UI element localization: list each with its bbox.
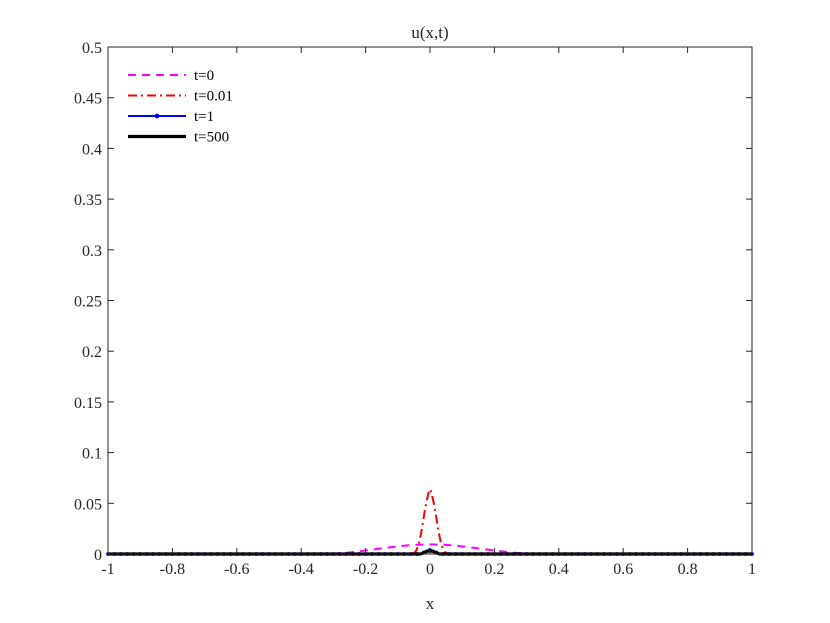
x-tick-label: 0 [426,561,434,578]
y-tick-label: 0.5 [82,40,102,57]
ticks-layer: -1 -0.8 -0.6 -0.4 -0.2 0 0.2 0.4 0.6 0.8 1 0 0.05 0.1… [74,40,756,578]
y-tick-label: 0.1 [82,446,102,463]
chart-title: u(x,t) [411,23,448,42]
y-tick-label: 0.4 [82,141,102,158]
y-tick-label: 0.35 [74,192,102,209]
x-tick-label: -1 [101,561,114,578]
legend-label: t=1 [194,109,214,125]
legend-label: t=500 [194,130,229,146]
x-tick-label: -0.8 [160,561,185,578]
y-tick-label: 0.25 [74,294,102,311]
x-tick-label: 0.8 [678,561,698,578]
y-tick-label: 0.05 [74,496,102,513]
legend: t=0 t=0.01 t=1 t=500 [128,68,233,146]
y-tick-label: 0.3 [82,243,102,260]
y-tick-label: 0.15 [74,395,102,412]
legend-label: t=0.01 [194,89,233,105]
y-tick-label: 0.2 [82,344,102,361]
series-line-2 [108,488,752,555]
plot-background [108,47,752,554]
legend-label: t=0 [194,68,214,84]
plot-area [108,47,752,554]
x-tick-label: -0.2 [353,561,378,578]
x-tick-label: -0.6 [224,561,249,578]
x-tick-label: 0.4 [549,561,569,578]
legend-marker [154,113,160,119]
x-tick-label: 0.2 [484,561,504,578]
y-tick-label: 0 [94,547,102,564]
x-axis-title: x [426,594,435,613]
x-tick-label: 0.6 [613,561,633,578]
x-tick-label: -0.4 [289,561,314,578]
y-tick-label: 0.45 [74,91,102,108]
x-tick-label: 1 [748,561,756,578]
